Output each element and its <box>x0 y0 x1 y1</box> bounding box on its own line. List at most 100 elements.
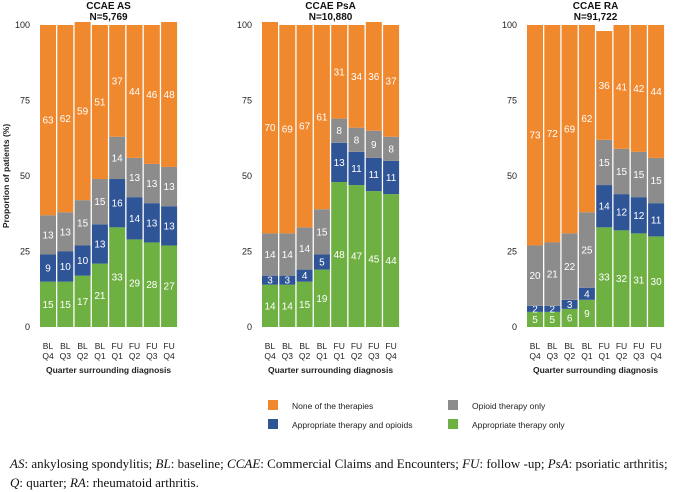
data-label: 13 <box>146 218 158 229</box>
x-tick-label: Q2 <box>77 351 89 361</box>
x-tick-label: Q1 <box>599 351 611 361</box>
data-label: 27 <box>164 282 176 293</box>
bar-segment <box>383 25 400 137</box>
x-tick-label: Q3 <box>633 351 645 361</box>
data-label: 13 <box>94 239 106 250</box>
bar-segment <box>630 25 647 152</box>
bar-segment <box>40 254 56 282</box>
figure-caption: AS: ankylosing spondylitis; BL: baseline… <box>10 454 682 492</box>
x-tick-label: FU <box>599 341 610 351</box>
x-tick-label: FU <box>146 341 157 351</box>
bar-segment <box>262 275 278 285</box>
bar-segment <box>578 212 595 288</box>
bar-segment <box>596 185 613 228</box>
bar-segment <box>126 25 143 158</box>
data-label: 48 <box>334 250 346 261</box>
data-label: 36 <box>368 72 380 83</box>
data-label: 3 <box>285 276 291 287</box>
data-label: 62 <box>581 114 593 125</box>
data-label: 14 <box>282 301 294 312</box>
data-label: 69 <box>282 125 294 136</box>
data-label: 13 <box>146 179 158 190</box>
x-tick-label: Q1 <box>334 351 346 361</box>
bar-segment <box>365 157 382 192</box>
bar-segment <box>561 299 578 309</box>
bar-segment <box>40 25 56 216</box>
y-tick-label: 50 <box>20 171 30 181</box>
legend-label: Opioid therapy only <box>472 401 546 411</box>
caption-abbreviation: PsA <box>547 456 569 471</box>
x-tick-label: FU <box>385 341 396 351</box>
bar-segment <box>331 118 348 143</box>
bar-segment <box>313 269 330 327</box>
data-label: 21 <box>547 270 559 281</box>
data-label: 31 <box>633 276 645 287</box>
bar-segment <box>40 215 56 255</box>
data-label: 17 <box>77 297 89 308</box>
bar-segment <box>383 160 400 195</box>
x-tick-label: BL <box>77 341 88 351</box>
data-label: 14 <box>264 250 276 261</box>
bar-segment <box>126 239 143 327</box>
bar-segment <box>296 227 313 270</box>
data-label: 11 <box>651 215 662 226</box>
bar-segment <box>648 203 665 237</box>
bar-segment <box>296 281 313 327</box>
data-label: 3 <box>267 276 273 287</box>
data-label: 11 <box>386 173 397 184</box>
bar-segment <box>143 163 160 204</box>
bar-segment <box>348 185 365 327</box>
x-axis-label: Quarter surrounding diagnosis <box>46 365 171 375</box>
bar-segment <box>279 25 296 234</box>
x-axis-label: Quarter surrounding diagnosis <box>533 365 658 375</box>
bar-segment <box>630 151 647 198</box>
x-tick-label: Q3 <box>60 351 72 361</box>
data-label: 13 <box>42 230 54 241</box>
data-label: 63 <box>42 116 54 127</box>
data-label: 15 <box>651 176 663 187</box>
x-tick-label: Q4 <box>42 351 54 361</box>
data-label: 25 <box>581 245 593 256</box>
panel-title: CCAE PsA <box>305 1 356 12</box>
data-label: 3 <box>567 300 573 311</box>
data-label: 6 <box>567 313 573 324</box>
data-label: 14 <box>299 244 311 255</box>
data-label: 33 <box>599 273 611 284</box>
y-tick-label: 25 <box>242 247 252 257</box>
data-label: 8 <box>354 135 360 146</box>
data-label: 14 <box>129 214 141 225</box>
bar-segment <box>143 203 160 243</box>
bar-segment <box>262 284 278 327</box>
bar-segment <box>161 206 178 246</box>
bar-segment <box>74 275 91 327</box>
bar-segment <box>74 245 91 276</box>
bar-segment <box>109 25 126 137</box>
y-tick-label: 100 <box>237 20 252 30</box>
data-label: 2 <box>550 304 556 315</box>
data-label: 21 <box>94 291 106 302</box>
x-tick-label: BL <box>282 341 293 351</box>
y-tick-label: 50 <box>242 171 252 181</box>
bar-segment <box>527 245 543 306</box>
data-label: 72 <box>547 129 559 140</box>
panel-title: CCAE RA <box>573 1 619 12</box>
x-tick-label: Q4 <box>163 351 175 361</box>
data-label: 15 <box>316 227 328 238</box>
data-label: 29 <box>129 279 141 290</box>
bar-segment <box>613 194 630 231</box>
legend-swatch <box>268 400 278 410</box>
y-tick-label: 25 <box>507 247 517 257</box>
bar-segment <box>279 275 296 285</box>
x-tick-label: BL <box>547 341 558 351</box>
data-label: 5 <box>319 258 325 269</box>
y-tick-label: 50 <box>507 171 517 181</box>
bar-segment <box>57 251 74 282</box>
bar-segment <box>161 166 178 207</box>
data-label: 13 <box>60 227 72 238</box>
data-label: 51 <box>94 98 106 109</box>
data-label: 31 <box>334 67 346 78</box>
bar-segment <box>561 25 578 234</box>
data-label: 10 <box>60 262 72 273</box>
caption-abbreviation: BL <box>155 456 171 471</box>
legend-swatch <box>448 419 458 429</box>
